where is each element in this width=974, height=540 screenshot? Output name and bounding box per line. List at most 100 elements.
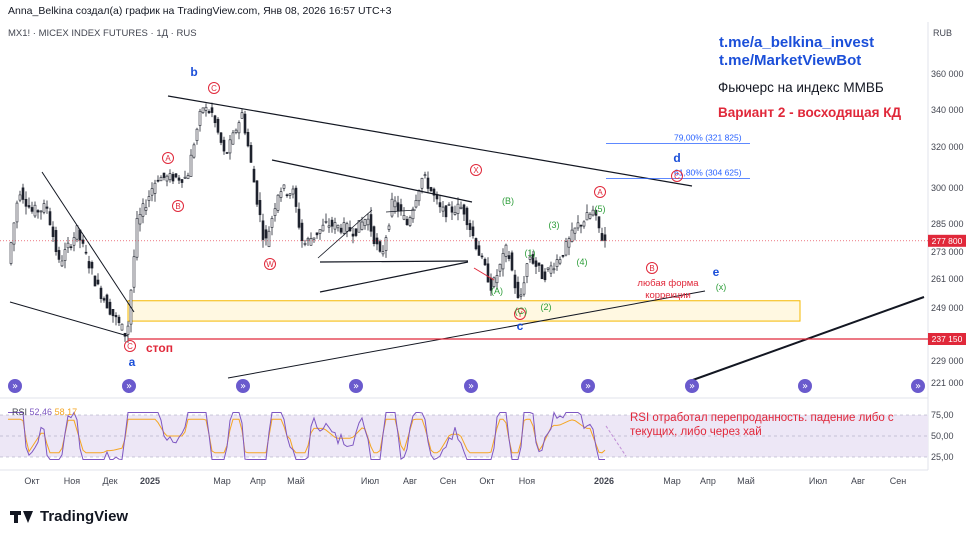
candle-body [288, 193, 292, 196]
candle-body [564, 241, 568, 256]
rsi-level-label: 50,00 [931, 431, 954, 441]
candle-body [225, 152, 229, 154]
rsi-legend-ma: 58,17 [54, 407, 78, 417]
candle-body [318, 229, 322, 234]
candle-body [21, 187, 25, 200]
candle-body [354, 228, 358, 236]
candle-body [153, 182, 157, 194]
candle-body [438, 202, 442, 208]
candle-body [252, 168, 256, 183]
candle-body [405, 218, 409, 225]
candle-body [54, 230, 58, 253]
candle-body [327, 225, 331, 228]
candle-body [144, 207, 148, 211]
candle-body [117, 316, 121, 324]
candle-body [90, 262, 94, 269]
candle-body [558, 259, 562, 264]
wave-label: W [266, 260, 274, 269]
wave-label: b [190, 65, 197, 79]
candle-body [345, 223, 349, 232]
candle-body [9, 242, 13, 264]
candle-body [39, 210, 43, 213]
time-tick-label: 2026 [594, 476, 614, 486]
candle-body [135, 218, 139, 258]
candle-body [210, 107, 214, 113]
zone-label-line2: коррекции [645, 290, 691, 301]
event-marker-glyph: » [353, 381, 359, 392]
candle-body [45, 206, 49, 209]
candle-body [426, 177, 430, 189]
rsi-legend-label: RSI [12, 407, 28, 417]
tradingview-logo-icon [10, 510, 34, 524]
wave-circle [208, 82, 220, 94]
candle-body [93, 275, 97, 287]
tradingview-logo[interactable]: TradingView [10, 508, 128, 525]
candle-body [156, 179, 160, 182]
time-tick-label: Сен [440, 476, 457, 486]
telegram-link-1[interactable]: t.me/a_belkina_invest [719, 34, 875, 51]
zone-label-line1: любая форма [637, 278, 699, 289]
candle-body [300, 222, 304, 241]
fib-label: 79,00% (321 825) [674, 133, 742, 143]
rsi-legend-value: 52,46 [29, 407, 53, 417]
event-marker-glyph: » [468, 381, 474, 392]
event-marker-icon [911, 379, 925, 393]
candle-body [465, 207, 469, 226]
candle-body [48, 211, 52, 226]
candle-body [33, 204, 37, 217]
wave-label: e [713, 265, 720, 279]
candle-body [552, 268, 556, 271]
time-tick-label: Ноя [64, 476, 81, 486]
candle-body [555, 259, 559, 267]
triangle-top [271, 159, 473, 203]
time-tick-label: Дек [102, 476, 117, 486]
wave-label: (2) [541, 302, 552, 312]
time-tick-label: Апр [250, 476, 266, 486]
candle-body [342, 222, 346, 234]
candle-body [402, 215, 406, 220]
event-marker-glyph: » [126, 381, 132, 392]
rsi-level-label: 75,00 [931, 410, 954, 420]
candle-body [531, 254, 535, 264]
wave-circle [646, 262, 658, 274]
candle-body [333, 222, 337, 230]
candle-body [42, 203, 46, 213]
wave-circle [470, 164, 482, 176]
candle-body [132, 256, 136, 288]
candle-body [87, 261, 91, 269]
candle-body [240, 112, 244, 119]
candle-body [303, 242, 307, 245]
candle-body [396, 202, 400, 212]
candle-body [27, 205, 31, 208]
candle-body [15, 202, 19, 223]
telegram-link-2[interactable]: t.me/MarketViewBot [719, 52, 862, 69]
wave-circle [514, 308, 526, 320]
event-marker-icon [685, 379, 699, 393]
candle-body [447, 204, 451, 206]
candle-body [168, 173, 172, 181]
wave-label: d [673, 151, 680, 165]
trendline-rising-support [227, 290, 706, 379]
correction-zone [127, 300, 801, 322]
candle-body [534, 260, 538, 267]
candle-body [588, 213, 592, 219]
candle-body [138, 214, 142, 225]
wave-label: a [129, 355, 136, 369]
candle-body [510, 252, 514, 271]
candle-body [96, 279, 100, 285]
wave-circle [162, 152, 174, 164]
candle-body [390, 198, 394, 217]
candle-body [72, 237, 76, 246]
candle-body [57, 250, 61, 260]
wave-label: (5) [595, 204, 606, 214]
trendline-upper [167, 95, 693, 187]
candle-body [567, 238, 571, 248]
wave-label: B [649, 264, 654, 273]
currency-label: RUB [933, 28, 953, 38]
candle-body [207, 111, 211, 114]
price-chart[interactable]: 360 000 340 000 320 000 300 000 285 000 273 0… [0, 0, 974, 500]
candle-body [456, 203, 460, 214]
candle-body [312, 237, 316, 240]
candle-body [243, 113, 247, 134]
candle-body [309, 238, 313, 246]
